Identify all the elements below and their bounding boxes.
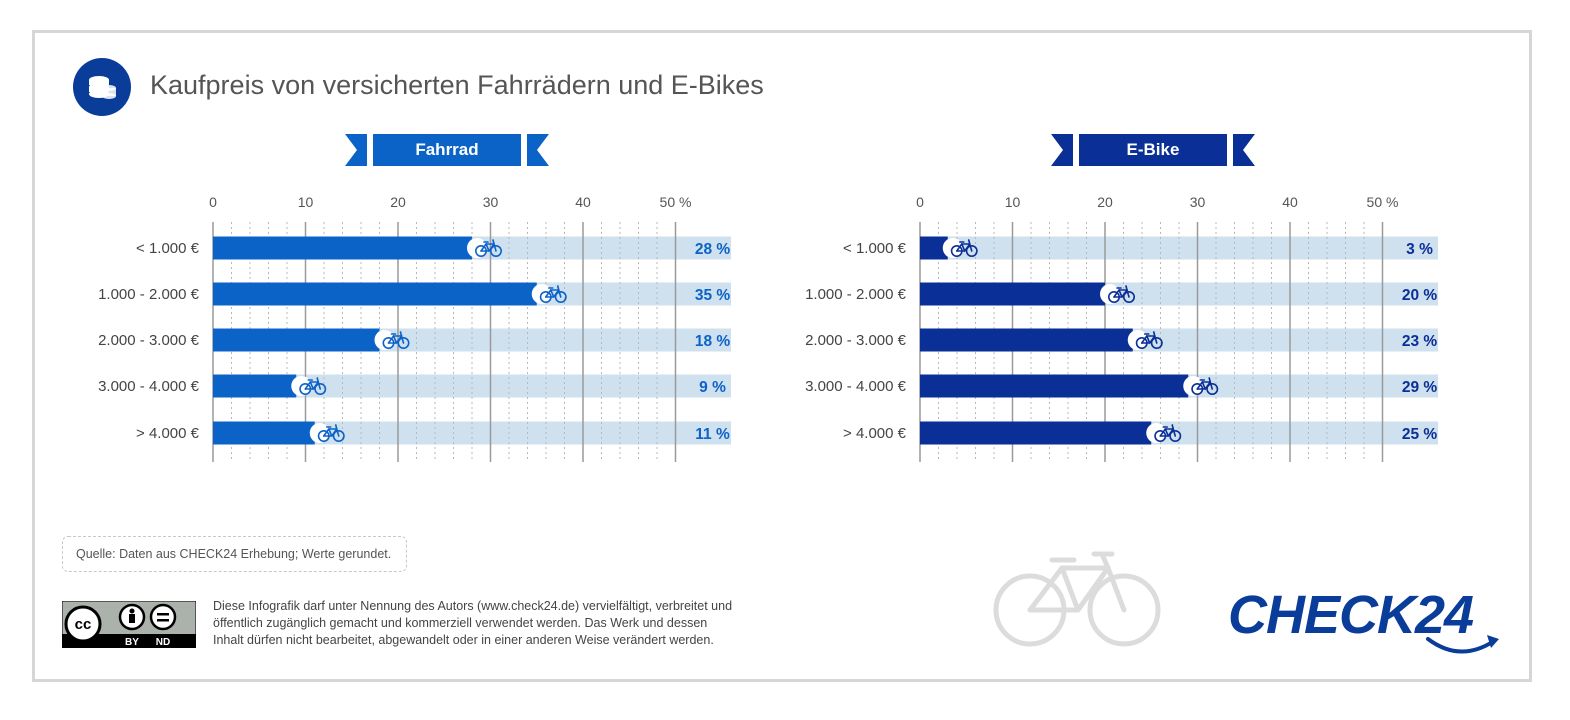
bicycle-icon <box>475 239 502 257</box>
cc-label: cc <box>75 616 92 633</box>
value-label-ebike: 29 % <box>1402 379 1438 396</box>
x-tick-label-fahrrad: 30 <box>483 194 499 210</box>
logo-text: CHECK24 <box>1228 585 1474 645</box>
bicycle-icon <box>1135 331 1163 349</box>
category-label-fahrrad: > 4.000 € <box>136 425 200 442</box>
x-tick-label-ebike: 40 <box>1282 194 1298 210</box>
nd-label: ND <box>156 637 170 648</box>
value-label-ebike: 25 % <box>1402 426 1438 443</box>
bar-fahrrad <box>213 328 380 352</box>
category-label-ebike: 1.000 - 2.000 € <box>805 286 907 303</box>
bar-ebike <box>920 374 1189 398</box>
x-tick-label-ebike: 50 % <box>1367 194 1399 210</box>
source-box: Quelle: Daten aus CHECK24 Erhebung; Wert… <box>62 536 407 572</box>
page-title: Kaufpreis von versicherten Fahrrädern un… <box>150 70 764 100</box>
license-line: Diese Infografik darf unter Nennung des … <box>213 599 733 613</box>
value-label-ebike: 23 % <box>1402 333 1438 350</box>
bar-ebike <box>920 236 948 260</box>
x-tick-label-fahrrad: 10 <box>298 194 314 210</box>
bar-track-fahrrad <box>213 374 731 398</box>
value-label-fahrrad: 35 % <box>695 287 731 304</box>
bicycle-icon <box>539 285 567 303</box>
license-text: Diese Infografik darf unter Nennung des … <box>213 598 783 649</box>
bar-fahrrad <box>213 421 315 445</box>
x-tick-label-fahrrad: 20 <box>390 194 406 210</box>
bicycle-icon <box>1108 285 1135 303</box>
cc-license-badge: cc BY ND <box>61 600 197 649</box>
category-label-fahrrad: 1.000 - 2.000 € <box>98 286 200 303</box>
category-label-ebike: 2.000 - 3.000 € <box>805 332 907 349</box>
value-label-ebike: 20 % <box>1402 287 1438 304</box>
x-tick-label-ebike: 0 <box>916 194 924 210</box>
bar-fahrrad <box>213 236 472 260</box>
license-line: Inhalt dürfen nicht bearbeitet, abgewand… <box>213 633 714 647</box>
bicycle-icon <box>993 551 1161 647</box>
bicycle-icon <box>299 377 327 395</box>
x-tick-label-fahrrad: 0 <box>209 194 217 210</box>
category-label-ebike: < 1.000 € <box>843 240 907 257</box>
bar-ebike <box>920 282 1105 306</box>
x-tick-label-fahrrad: 40 <box>575 194 591 210</box>
charts-area: 0 10 20 30 40 50 % < 1.000 € 1.000 - 2.000 € 2.0… <box>98 194 1438 462</box>
value-label-fahrrad: 18 % <box>695 333 731 350</box>
x-tick-label-fahrrad: 50 % <box>660 194 692 210</box>
bicycle-icon <box>317 424 345 442</box>
x-tick-label-ebike: 30 <box>1190 194 1206 210</box>
infographic-frame <box>32 30 1532 682</box>
category-label-ebike: > 4.000 € <box>843 425 907 442</box>
category-label-fahrrad: 3.000 - 4.000 € <box>98 378 200 395</box>
value-label-fahrrad: 9 % <box>699 379 726 396</box>
chart-title-ebike: E-Bike <box>1126 140 1180 159</box>
bicycle-icon <box>382 331 410 349</box>
category-label-ebike: 3.000 - 4.000 € <box>805 378 907 395</box>
value-label-fahrrad: 28 % <box>695 241 731 258</box>
bicycle-icon <box>1154 424 1182 442</box>
source-text: Quelle: Daten aus CHECK24 Erhebung; Wert… <box>76 547 392 561</box>
ribbon-fahrrad: Fahrrad <box>345 134 549 166</box>
chart-title-fahrrad: Fahrrad <box>415 140 479 159</box>
bicycle-icon <box>950 239 978 257</box>
x-tick-label-ebike: 20 <box>1097 194 1113 210</box>
coins-icon <box>73 58 131 116</box>
value-label-ebike: 3 % <box>1406 241 1433 258</box>
x-tick-label-ebike: 10 <box>1005 194 1021 210</box>
ribbon-ebike: E-Bike <box>1051 134 1255 166</box>
by-label: BY <box>125 637 139 648</box>
bicycle-icon <box>1191 377 1219 395</box>
bar-fahrrad <box>213 374 297 398</box>
value-label-fahrrad: 11 % <box>695 426 730 443</box>
check24-logo: CHECK24 <box>1228 585 1499 654</box>
bar-ebike <box>920 421 1152 445</box>
category-label-fahrrad: 2.000 - 3.000 € <box>98 332 200 349</box>
bar-fahrrad <box>213 282 537 306</box>
license-line: öffentlich zugänglich gemacht und kommer… <box>213 616 708 630</box>
bar-ebike <box>920 328 1133 352</box>
category-label-fahrrad: < 1.000 € <box>136 240 200 257</box>
